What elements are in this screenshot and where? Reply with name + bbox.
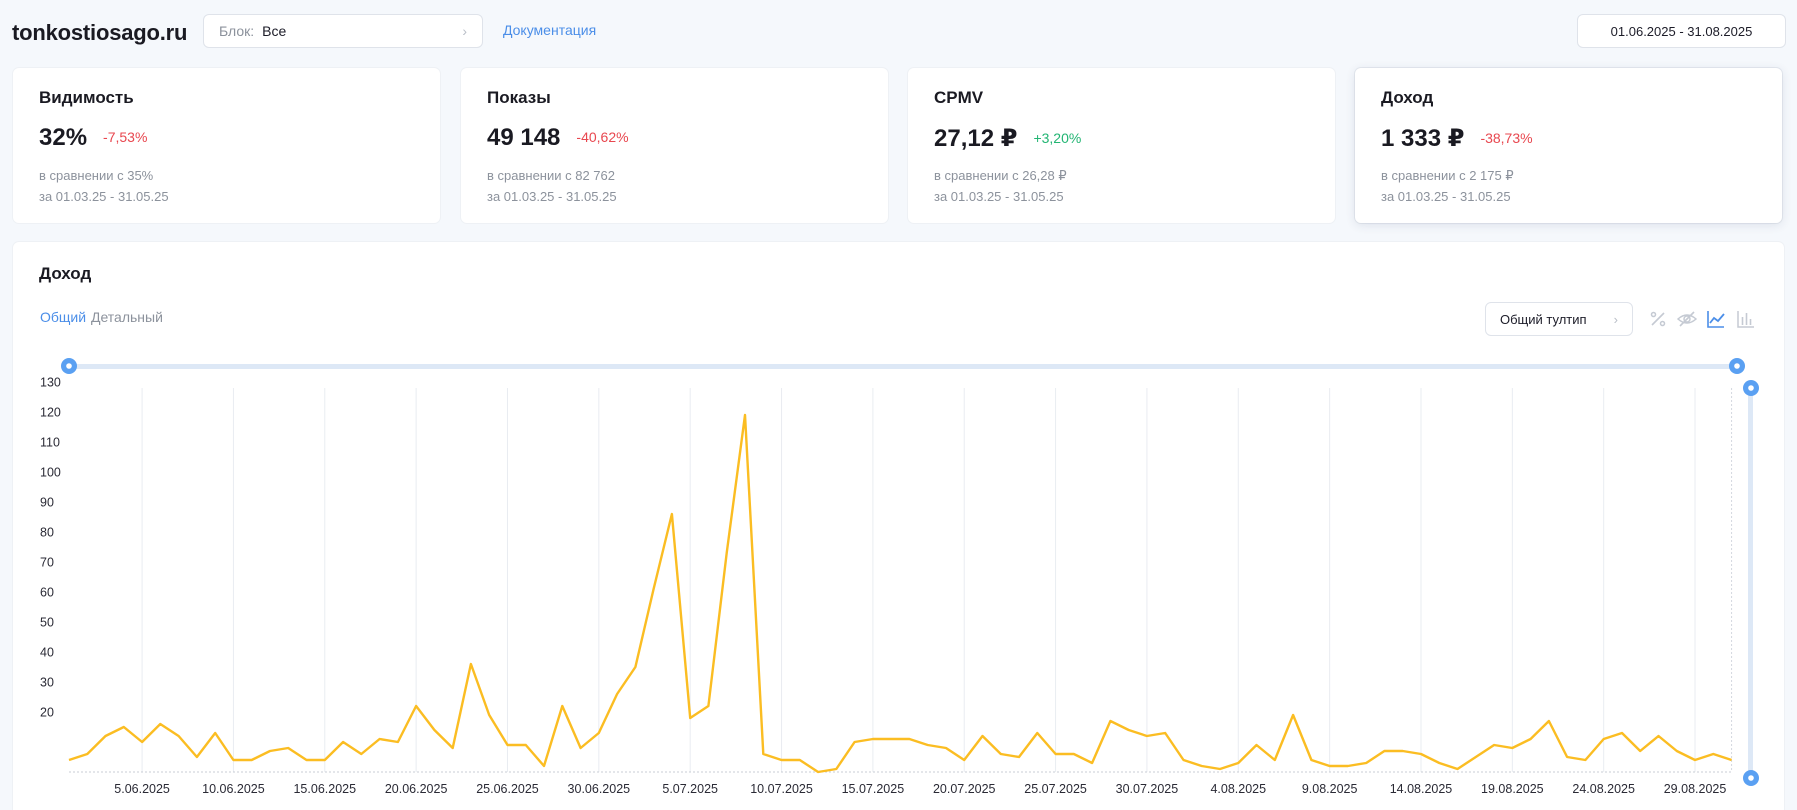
documentation-link[interactable]: Документация	[503, 22, 597, 38]
y-tick-label: 60	[40, 586, 54, 600]
x-tick-label: 10.06.2025	[202, 782, 265, 796]
revenue-chart-card: Доход Общий Детальный Общий тултип ›	[13, 242, 1784, 810]
kpi-card-impressions[interactable]: Показы 49 148 -40,62% в сравнении с 82 76…	[461, 68, 888, 223]
tab-detailed[interactable]: Детальный	[91, 309, 163, 325]
x-tick-label: 9.08.2025	[1302, 782, 1358, 796]
kpi-title: Видимость	[39, 88, 134, 107]
handle-dot	[1734, 363, 1740, 369]
site-title: tonkostiosago.ru	[12, 20, 188, 45]
kpi-compare: в сравнении с 26,28 ₽	[934, 168, 1067, 183]
x-tick-label: 25.06.2025	[476, 782, 539, 796]
kpi-card-revenue[interactable]: Доход 1 333 ₽ -38,73% в сравнении с 2 175…	[1355, 68, 1782, 223]
tab-general[interactable]: Общий	[40, 309, 87, 325]
kpi-compare: в сравнении с 82 762	[487, 168, 615, 183]
y-tick-label: 100	[40, 466, 61, 480]
x-tick-label: 19.08.2025	[1481, 782, 1544, 796]
x-tick-label: 15.07.2025	[842, 782, 905, 796]
x-tick-label: 20.06.2025	[385, 782, 448, 796]
y-tick-label: 80	[40, 526, 54, 540]
kpi-compare: в сравнении с 2 175 ₽	[1381, 168, 1514, 183]
y-tick-label: 130	[40, 376, 61, 390]
date-range-picker[interactable]: 01.06.2025 - 31.08.2025	[1577, 14, 1786, 48]
kpi-delta: -7,53%	[103, 129, 148, 145]
x-tick-label: 14.08.2025	[1390, 782, 1453, 796]
block-select[interactable]: Блок: Все ›	[203, 14, 483, 48]
kpi-value: 27,12 ₽ +3,20%	[934, 125, 1082, 152]
kpi-period: за 01.03.25 - 31.05.25	[934, 189, 1064, 204]
x-tick-label: 29.08.2025	[1664, 782, 1727, 796]
kpi-delta: -40,62%	[576, 129, 629, 145]
x-tick-label: 15.06.2025	[293, 782, 356, 796]
kpi-compare: в сравнении с 35%	[39, 168, 154, 183]
y-tick-label: 40	[40, 646, 54, 660]
kpi-period: за 01.03.25 - 31.05.25	[1381, 189, 1511, 204]
kpi-delta: -38,73%	[1480, 130, 1533, 146]
x-range-slider-track[interactable]	[69, 364, 1737, 369]
chart-title: Доход	[39, 264, 92, 283]
x-tick-label: 5.06.2025	[114, 782, 170, 796]
bar-chart-icon[interactable]	[1735, 308, 1757, 330]
chevron-right-icon: ›	[462, 23, 467, 39]
kpi-value: 32% -7,53%	[39, 124, 148, 151]
x-tick-label: 10.07.2025	[750, 782, 813, 796]
y-tick-label: 120	[40, 406, 61, 420]
kpi-card-visibility[interactable]: Видимость 32% -7,53% в сравнении с 35% за…	[13, 68, 440, 223]
y-tick-label: 50	[40, 616, 54, 630]
x-tick-label: 25.07.2025	[1024, 782, 1087, 796]
kpi-period: за 01.03.25 - 31.05.25	[487, 189, 617, 204]
handle-dot	[1748, 385, 1754, 391]
y-tick-label: 90	[40, 496, 54, 510]
percent-icon[interactable]	[1647, 308, 1669, 330]
y-tick-label: 70	[40, 556, 54, 570]
kpi-card-cpmv[interactable]: CPMV 27,12 ₽ +3,20% в сравнении с 26,28 ₽…	[908, 68, 1335, 223]
line-chart-icon[interactable]	[1705, 308, 1727, 330]
eye-off-icon[interactable]	[1676, 308, 1698, 330]
kpi-value: 49 148 -40,62%	[487, 124, 629, 151]
y-range-slider-track[interactable]	[1748, 388, 1753, 778]
chevron-right-icon: ›	[1613, 311, 1618, 327]
x-tick-label: 24.08.2025	[1572, 782, 1635, 796]
y-tick-label: 30	[40, 676, 54, 690]
x-tick-label: 30.07.2025	[1116, 782, 1179, 796]
kpi-title: Доход	[1381, 88, 1434, 107]
kpi-value: 1 333 ₽ -38,73%	[1381, 125, 1533, 152]
block-select-value: Все	[262, 23, 287, 39]
x-tick-label: 20.07.2025	[933, 782, 996, 796]
handle-dot	[66, 363, 72, 369]
handle-dot	[1748, 775, 1754, 781]
kpi-title: CPMV	[934, 88, 984, 107]
block-select-label: Блок:	[219, 23, 255, 39]
y-tick-label: 110	[40, 436, 60, 450]
y-tick-label: 20	[40, 706, 54, 720]
x-tick-label: 5.07.2025	[662, 782, 718, 796]
x-tick-label: 4.08.2025	[1210, 782, 1266, 796]
kpi-title: Показы	[487, 88, 551, 107]
tooltip-mode-value: Общий тултип	[1500, 311, 1587, 327]
kpi-period: за 01.03.25 - 31.05.25	[39, 189, 169, 204]
revenue-series-line	[68, 413, 1732, 774]
tooltip-mode-select[interactable]: Общий тултип ›	[1485, 302, 1633, 336]
x-tick-label: 30.06.2025	[568, 782, 631, 796]
kpi-delta: +3,20%	[1033, 130, 1082, 146]
